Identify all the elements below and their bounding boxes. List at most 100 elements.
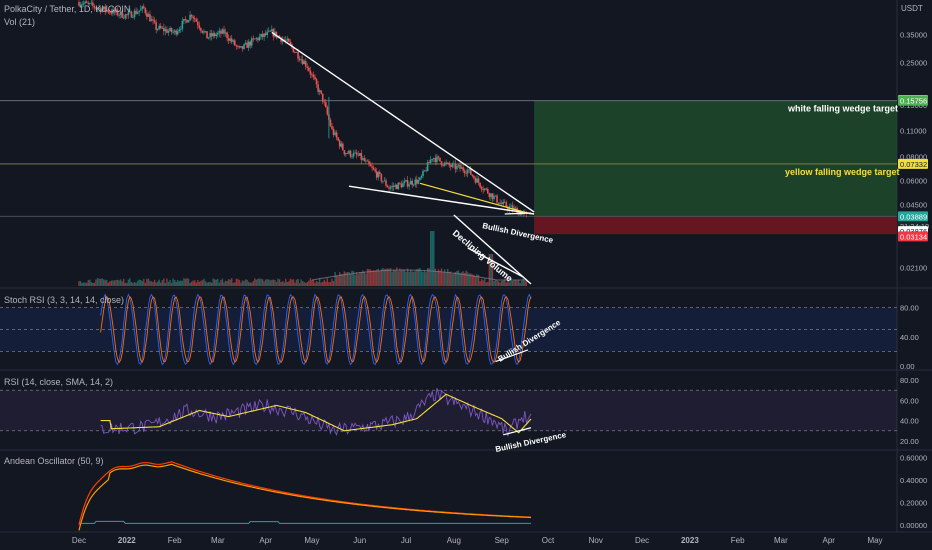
candle-body [480, 186, 483, 190]
volume-bar [180, 280, 182, 286]
volume-bar [130, 281, 133, 286]
volume-bar [263, 281, 265, 286]
volume-bar [190, 281, 193, 286]
candle-body [110, 12, 113, 14]
volume-bar [124, 282, 126, 286]
candle-body [218, 30, 221, 33]
volume-bar [286, 281, 288, 286]
volume-bar [158, 279, 160, 286]
volume-bar [127, 279, 130, 286]
candle-body [181, 20, 184, 29]
volume-bar [235, 278, 238, 286]
candle-body [153, 20, 156, 23]
volume-bar [468, 273, 470, 286]
volume-bar [240, 282, 242, 286]
candle-body [485, 188, 488, 190]
candle-body [96, 8, 99, 10]
candle-body [323, 101, 326, 103]
candle-body [383, 180, 386, 182]
candle-body [520, 213, 523, 216]
candle-body [139, 8, 142, 11]
volume-bar [457, 270, 460, 286]
candle-body [416, 179, 418, 184]
candle-body [349, 150, 352, 157]
volume-bar [140, 279, 142, 286]
candle-body [308, 67, 310, 71]
candle-body [159, 25, 162, 29]
price-tag-box [898, 211, 928, 222]
volume-bar [241, 280, 244, 286]
rsi-band-fill [0, 390, 897, 431]
volume-bar [312, 279, 315, 286]
volume-bar [135, 282, 137, 286]
volume-bar [294, 282, 296, 286]
candle-body [246, 42, 248, 48]
volume-bar [487, 281, 489, 286]
volume-bar [380, 269, 383, 286]
price-tag-box [898, 95, 928, 106]
volume-bar [522, 278, 524, 286]
candle-body [434, 158, 437, 163]
candle-body [448, 162, 451, 166]
rsi-line [100, 388, 532, 437]
volume-bar [446, 268, 449, 286]
candle-body [423, 170, 426, 172]
candle-body [126, 14, 128, 16]
volume-bar [408, 271, 410, 286]
volume-bar [399, 268, 401, 286]
volume-bar [150, 281, 153, 286]
candle-body [84, 1, 86, 4]
volume-bar [232, 282, 234, 286]
candle-body [232, 40, 235, 42]
volume-bar [243, 280, 245, 286]
candle-body [397, 182, 400, 190]
volume-bar [357, 274, 359, 286]
volume-bar [504, 279, 506, 286]
volume-bar [521, 280, 523, 286]
stoch-divergence-line [495, 349, 529, 363]
volume-bar [164, 282, 167, 286]
candle-body [135, 10, 137, 14]
candle-body [426, 162, 429, 171]
volume-bar [292, 279, 295, 286]
volume-bar [189, 282, 191, 286]
volume-bar [485, 282, 487, 286]
candle-body [201, 30, 204, 33]
volume-bar [342, 274, 344, 286]
volume-bar [104, 280, 106, 286]
candle-body [493, 196, 495, 200]
candle-body [300, 59, 302, 61]
candle-body [88, 3, 91, 4]
volume-bar [376, 269, 378, 286]
candle-body [163, 27, 165, 32]
volume-bar [92, 282, 94, 286]
candle-body [204, 31, 207, 33]
volume-bar [326, 278, 329, 286]
candle-body [167, 30, 170, 33]
candle-body [79, 4, 82, 6]
volume-bar [315, 280, 318, 286]
volume-bar [255, 279, 258, 286]
candle-body [459, 165, 461, 169]
x-tick-label: Oct [542, 536, 555, 545]
candle-body [443, 162, 446, 166]
candle-body [164, 29, 167, 32]
candlestick-series [78, 0, 528, 218]
candle-body [451, 163, 454, 167]
candle-body [363, 158, 366, 162]
volume-bar [348, 272, 350, 286]
candle-body [107, 10, 110, 13]
candle-body [250, 38, 253, 46]
volume-bar [101, 278, 103, 286]
candle-body [198, 25, 201, 29]
volume-bar [477, 275, 480, 286]
volume-bar [209, 281, 211, 286]
candle-body [473, 176, 475, 179]
candle-body [409, 180, 412, 185]
candle-body [317, 84, 319, 92]
volume-bar [379, 271, 381, 286]
volume-bar [493, 280, 495, 286]
candle-body [172, 31, 174, 33]
candle-body [437, 156, 440, 158]
